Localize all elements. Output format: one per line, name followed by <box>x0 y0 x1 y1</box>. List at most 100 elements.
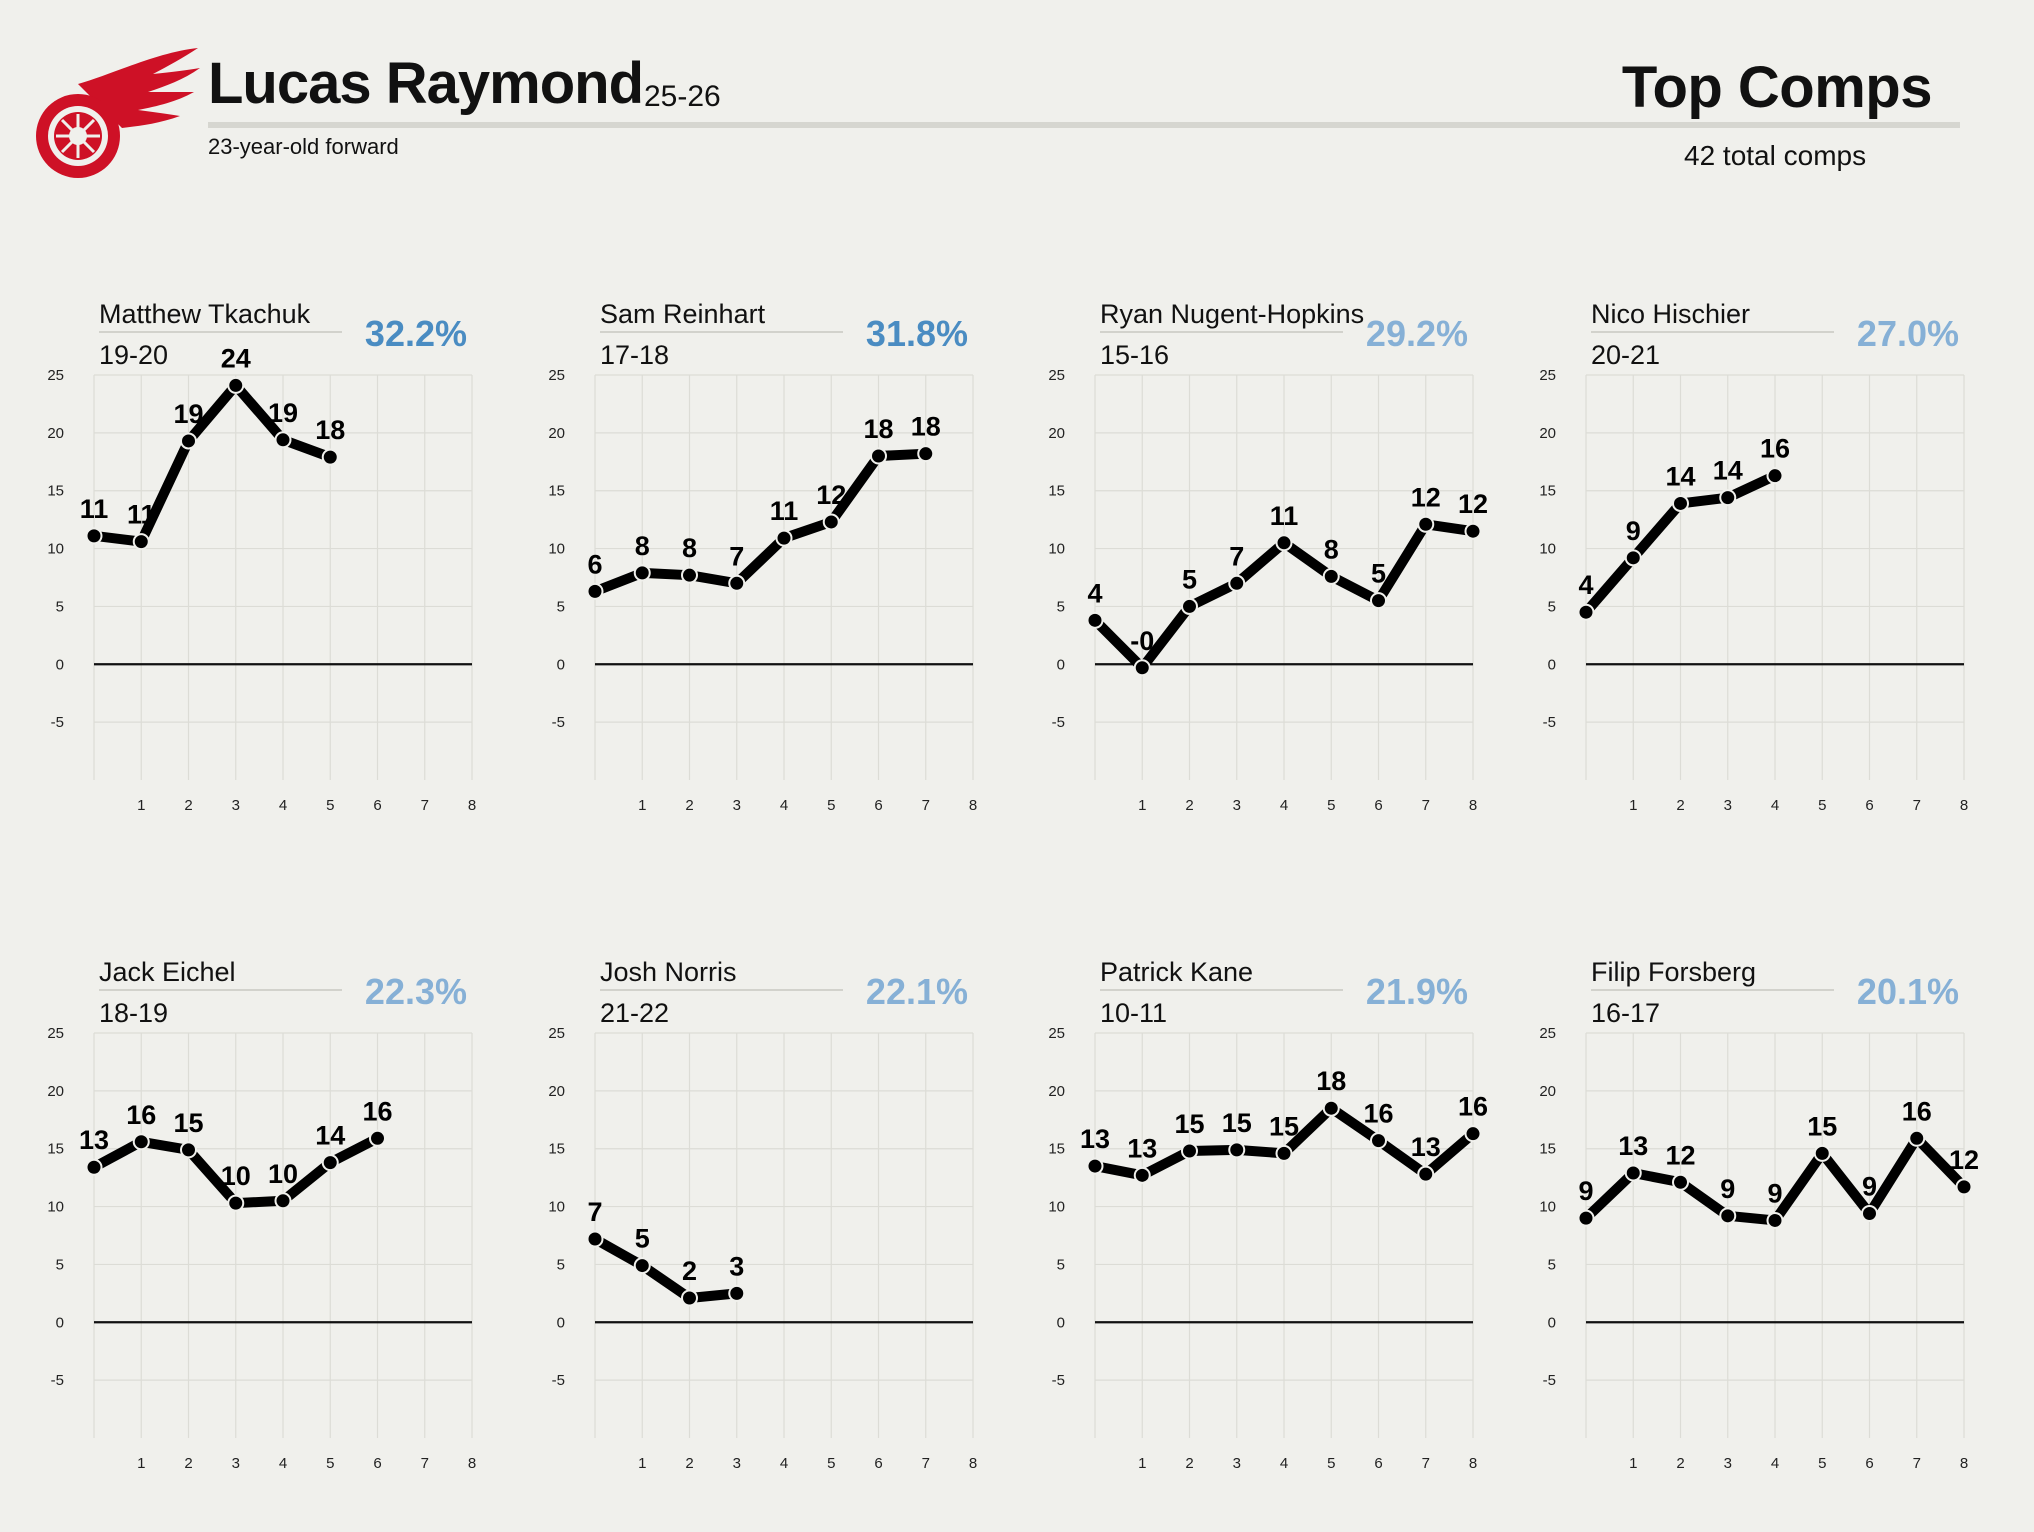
x-tick-label: 6 <box>1374 1455 1382 1472</box>
y-tick-label: 0 <box>1057 656 1065 673</box>
data-point <box>1417 515 1435 533</box>
comp-name: Filip Forsberg <box>1591 957 1756 987</box>
y-tick-label: 5 <box>56 598 64 615</box>
x-tick-label: 3 <box>1724 797 1732 814</box>
x-tick-label: 4 <box>279 797 287 814</box>
data-label: 15 <box>1807 1111 1837 1141</box>
data-point <box>822 513 840 531</box>
x-tick-label: 5 <box>326 1455 334 1472</box>
x-tick-label: 1 <box>638 797 646 814</box>
data-point <box>775 529 793 547</box>
data-label: 9 <box>1578 1176 1593 1206</box>
data-point <box>1370 592 1387 610</box>
x-tick-label: 8 <box>1960 1455 1968 1472</box>
data-label: 14 <box>1713 456 1743 486</box>
data-point <box>586 582 604 600</box>
x-tick-label: 5 <box>1327 797 1335 814</box>
x-tick-label: 6 <box>874 1455 882 1472</box>
grid-lines <box>594 374 974 780</box>
x-tick-label: 6 <box>874 797 882 814</box>
grid-lines <box>1094 1032 1474 1438</box>
y-tick-label: 20 <box>47 1083 64 1100</box>
y-tick-label: 5 <box>1548 598 1556 615</box>
x-tick-label: 3 <box>232 1455 240 1472</box>
grid-lines <box>1585 374 1965 780</box>
data-label: 16 <box>1458 1092 1488 1122</box>
data-label: 13 <box>1080 1124 1110 1154</box>
data-point <box>1086 1157 1104 1175</box>
comp-name: Matthew Tkachuk <box>99 299 311 329</box>
header: Lucas Raymond 25-26 23-year-old forward … <box>0 0 2034 200</box>
y-tick-label: 20 <box>1539 425 1556 442</box>
comp-similarity: 20.1% <box>1857 971 1959 1012</box>
y-tick-label: 20 <box>548 425 565 442</box>
comp-chart: Matthew Tkachuk 19-20 32.2% 25 20 15 10 5 0 -5 1 2 3… <box>47 299 476 814</box>
comp-chart: Ryan Nugent-Hopkins15-1629.2%2520151050-… <box>1048 299 1488 814</box>
y-tick-label: 25 <box>548 1025 565 1042</box>
x-tick-label: 7 <box>421 1455 429 1472</box>
data-point <box>227 1194 245 1212</box>
data-point <box>1086 611 1104 629</box>
comp-season: 15-16 <box>1100 340 1169 370</box>
x-tick-label: 5 <box>1818 1455 1826 1472</box>
data-point <box>180 432 197 450</box>
data-label: 16 <box>1902 1096 1932 1126</box>
comp-season: 21-22 <box>600 998 669 1028</box>
data-label: 9 <box>1767 1178 1782 1208</box>
x-tick-label: 4 <box>1280 1455 1288 1472</box>
x-tick-label: 1 <box>1629 797 1637 814</box>
x-tick-label: 8 <box>1469 797 1477 814</box>
comp-chart: Patrick Kane 10-11 21.9% 25 20 15 10 5 0 -5 1 2 3 4 5 6… <box>1048 957 1488 1472</box>
y-tick-label: 10 <box>47 541 64 558</box>
data-label: 15 <box>1222 1108 1252 1138</box>
x-tick-label: 5 <box>1818 797 1826 814</box>
x-tick-label: 7 <box>1913 797 1921 814</box>
data-point <box>1228 574 1246 592</box>
x-tick-label: 8 <box>468 1455 476 1472</box>
x-tick-label: 5 <box>326 797 334 814</box>
x-tick-label: 3 <box>733 1455 741 1472</box>
data-label: 7 <box>587 1197 602 1227</box>
x-tick-label: 1 <box>638 1455 646 1472</box>
data-label: 2 <box>682 1256 697 1286</box>
x-tick-label: 2 <box>184 1455 192 1472</box>
x-tick-label: 2 <box>1185 797 1193 814</box>
grid-lines <box>93 374 473 780</box>
data-point <box>1275 534 1293 552</box>
x-tick-label: 1 <box>137 797 145 814</box>
data-point <box>85 1158 103 1176</box>
x-tick-label: 1 <box>1629 1455 1637 1472</box>
data-point <box>1813 1144 1831 1162</box>
x-tick-label: 3 <box>1233 797 1241 814</box>
x-tick-label: 6 <box>373 797 381 814</box>
x-tick-label: 3 <box>733 797 741 814</box>
comp-chart: Nico Hischier 20-21 27.0% 25 20 15 10 5 0 -5 1 2 3 4 5… <box>1539 299 1968 814</box>
grid-lines <box>93 1032 473 1438</box>
data-point <box>633 564 651 582</box>
data-label: 15 <box>1174 1109 1204 1139</box>
comp-name: Patrick Kane <box>1100 957 1253 987</box>
data-label: 5 <box>1371 559 1386 589</box>
y-tick-label: -5 <box>552 714 565 731</box>
data-label: 16 <box>1760 434 1790 464</box>
grid-lines <box>1585 1032 1965 1438</box>
data-point <box>586 1230 604 1248</box>
data-point <box>1417 1165 1435 1183</box>
comp-season: 16-17 <box>1591 998 1660 1028</box>
y-tick-label: 15 <box>1048 483 1065 500</box>
data-label: 14 <box>315 1121 345 1151</box>
x-tick-label: 6 <box>373 1455 381 1472</box>
data-point <box>870 447 887 465</box>
data-point <box>1672 1173 1689 1191</box>
comp-similarity: 22.1% <box>866 971 968 1012</box>
comp-similarity: 29.2% <box>1366 313 1468 354</box>
data-point <box>321 448 339 466</box>
data-label: 4 <box>1578 570 1593 600</box>
data-label: 9 <box>1626 516 1641 546</box>
data-label: 14 <box>1665 461 1695 491</box>
x-tick-label: 4 <box>780 797 788 814</box>
data-point <box>917 445 935 463</box>
data-label: 19 <box>173 399 203 429</box>
y-tick-label: 0 <box>1548 1314 1556 1331</box>
